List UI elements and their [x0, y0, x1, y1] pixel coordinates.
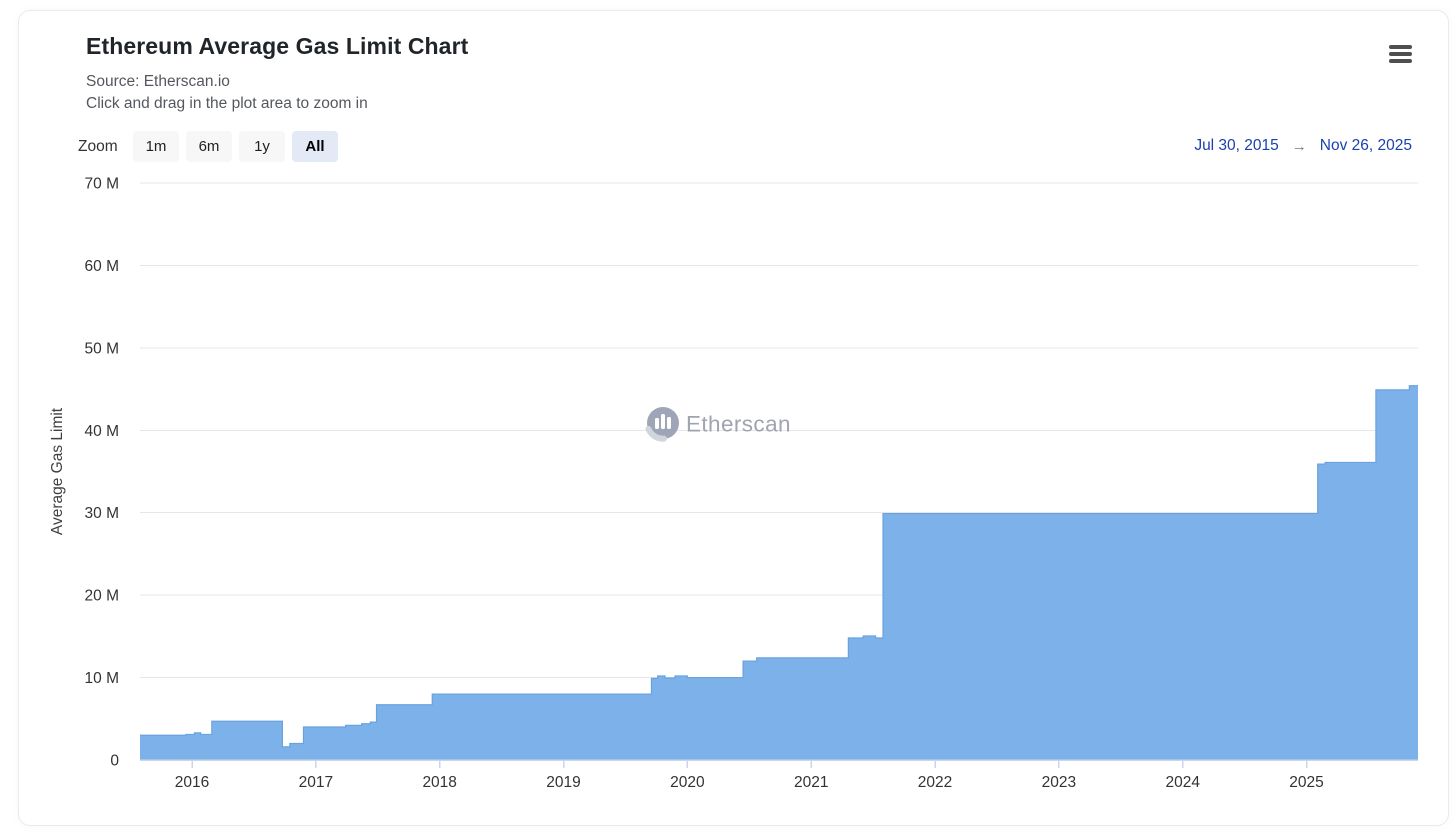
range-arrow-icon: → — [1291, 137, 1307, 155]
zoom-label: Zoom — [78, 138, 118, 155]
hamburger-menu-icon — [1388, 58, 1412, 63]
gas-limit-area — [140, 385, 1418, 760]
x-axis-tick-label: 2025 — [1289, 774, 1323, 791]
x-axis-tick-label: 2017 — [299, 774, 333, 791]
y-axis-tick-label: 10 M — [85, 670, 119, 687]
y-axis-tick-label: 60 M — [85, 258, 119, 275]
x-axis-tick-label: 2024 — [1165, 774, 1200, 791]
gas-limit-line — [140, 385, 1418, 748]
etherscan-watermark: Etherscan — [645, 407, 791, 442]
x-axis-tick-label: 2019 — [546, 774, 580, 791]
y-axis-tick-label: 0 — [110, 753, 119, 770]
x-axis-tick-label: 2023 — [1042, 774, 1076, 791]
zoom-button-1y[interactable]: 1y — [239, 131, 285, 162]
zoom-button-6m[interactable]: 6m — [186, 131, 232, 162]
zoom-button-1m[interactable]: 1m — [133, 131, 179, 162]
zoom-button-all[interactable]: All — [292, 131, 338, 162]
y-axis-title: Average Gas Limit — [49, 407, 66, 535]
y-axis-tick-label: 50 M — [85, 340, 119, 357]
y-axis-tick-label: 30 M — [85, 505, 119, 522]
plot-area[interactable] — [140, 183, 1418, 760]
chart-source: Source: Etherscan.io — [86, 73, 230, 90]
x-axis-tick-label: 2021 — [794, 774, 828, 791]
x-axis-tick-label: 2018 — [422, 774, 456, 791]
x-axis-tick-label: 2022 — [918, 774, 952, 791]
hamburger-menu-icon — [1388, 45, 1412, 50]
y-axis-tick-label: 20 M — [85, 588, 119, 605]
y-axis-tick-label: 70 M — [85, 176, 119, 193]
context-menu-button[interactable] — [1383, 40, 1417, 68]
y-axis-tick-label: 40 M — [85, 423, 119, 440]
x-axis-tick-label: 2020 — [670, 774, 705, 791]
date-range: Jul 30, 2015 → Nov 26, 2025 — [1194, 137, 1412, 155]
range-start-date[interactable]: Jul 30, 2015 — [1194, 137, 1279, 154]
chart-title: Ethereum Average Gas Limit Chart — [86, 33, 469, 59]
watermark-text: Etherscan — [686, 412, 791, 437]
chart-hint: Click and drag in the plot area to zoom … — [86, 95, 368, 112]
hamburger-menu-icon — [1388, 52, 1412, 56]
range-end-date[interactable]: Nov 26, 2025 — [1319, 137, 1412, 154]
x-axis-tick-label: 2016 — [175, 774, 209, 791]
